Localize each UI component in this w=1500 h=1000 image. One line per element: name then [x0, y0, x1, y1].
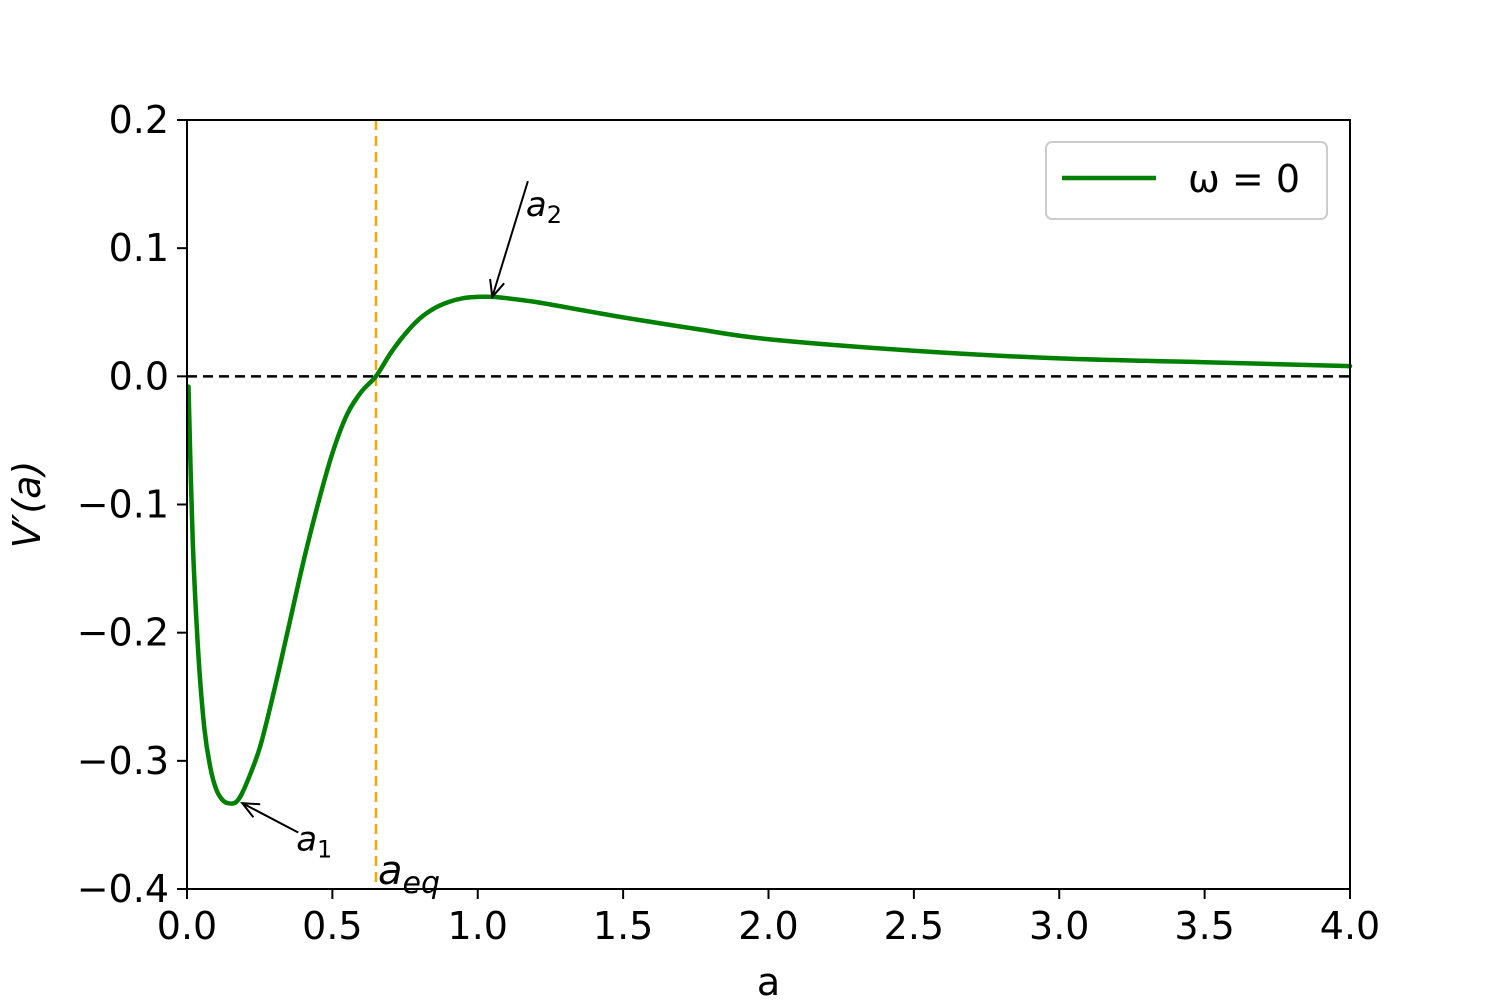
y-axis-label: V′(a) [5, 461, 49, 549]
x-tick-label: 3.0 [1029, 904, 1089, 948]
y-tick-label: 0.1 [109, 226, 169, 270]
annotation-arrowhead [489, 278, 505, 300]
annotation-label: a2 [526, 185, 562, 229]
annotation-symbol: a [526, 185, 547, 225]
y-tick-label: 0.0 [109, 354, 169, 398]
annotation-label: a1 [296, 820, 332, 864]
annotation-subscript: 1 [317, 836, 332, 864]
x-tick-label: 1.5 [593, 904, 653, 948]
x-tick-label: 2.0 [738, 904, 798, 948]
y-tick-label: −0.4 [77, 867, 169, 911]
annotation-arrowhead [240, 801, 261, 818]
annotation-label: aeq [378, 848, 440, 901]
x-tick-label: 0.0 [157, 904, 217, 948]
x-tick-label: 2.5 [884, 904, 944, 948]
legend-box [1045, 141, 1328, 220]
annotation-arrow [241, 802, 299, 834]
annotation-arrow [491, 180, 529, 298]
series-layer [186, 294, 1353, 806]
reference-lines [187, 120, 1350, 889]
axes: 0.0 0.5 1.0 1.5 2.0 2.5 3.0 3.5 4.0 −0.4 −0.3 −0.2 −… [77, 98, 1381, 948]
legend-entry-label: ω = 0 [1188, 157, 1300, 201]
x-tick-label: 0.5 [302, 904, 362, 948]
annotation-symbol: a [296, 820, 317, 860]
x-axis-label: a [757, 960, 780, 1000]
y-tick-label: −0.3 [77, 739, 169, 783]
annotation-subscript: 2 [547, 201, 562, 229]
plot-frame [186, 119, 1351, 890]
x-tick-label: 1.0 [448, 904, 508, 948]
x-tick-label: 3.5 [1174, 904, 1234, 948]
annotation-subscript: eq [403, 866, 441, 901]
y-tick-label: −0.1 [77, 483, 169, 527]
y-tick-label: 0.2 [109, 98, 169, 142]
x-tick-label: 4.0 [1320, 904, 1380, 948]
legend: ω = 0 [1045, 141, 1328, 220]
y-tick-label: −0.2 [77, 611, 169, 655]
annotation-symbol: a [378, 848, 403, 894]
series-line [186, 294, 1353, 806]
